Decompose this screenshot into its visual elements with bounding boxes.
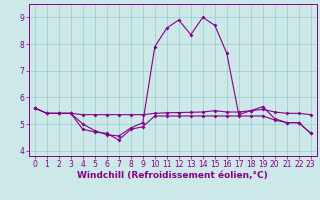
- X-axis label: Windchill (Refroidissement éolien,°C): Windchill (Refroidissement éolien,°C): [77, 171, 268, 180]
